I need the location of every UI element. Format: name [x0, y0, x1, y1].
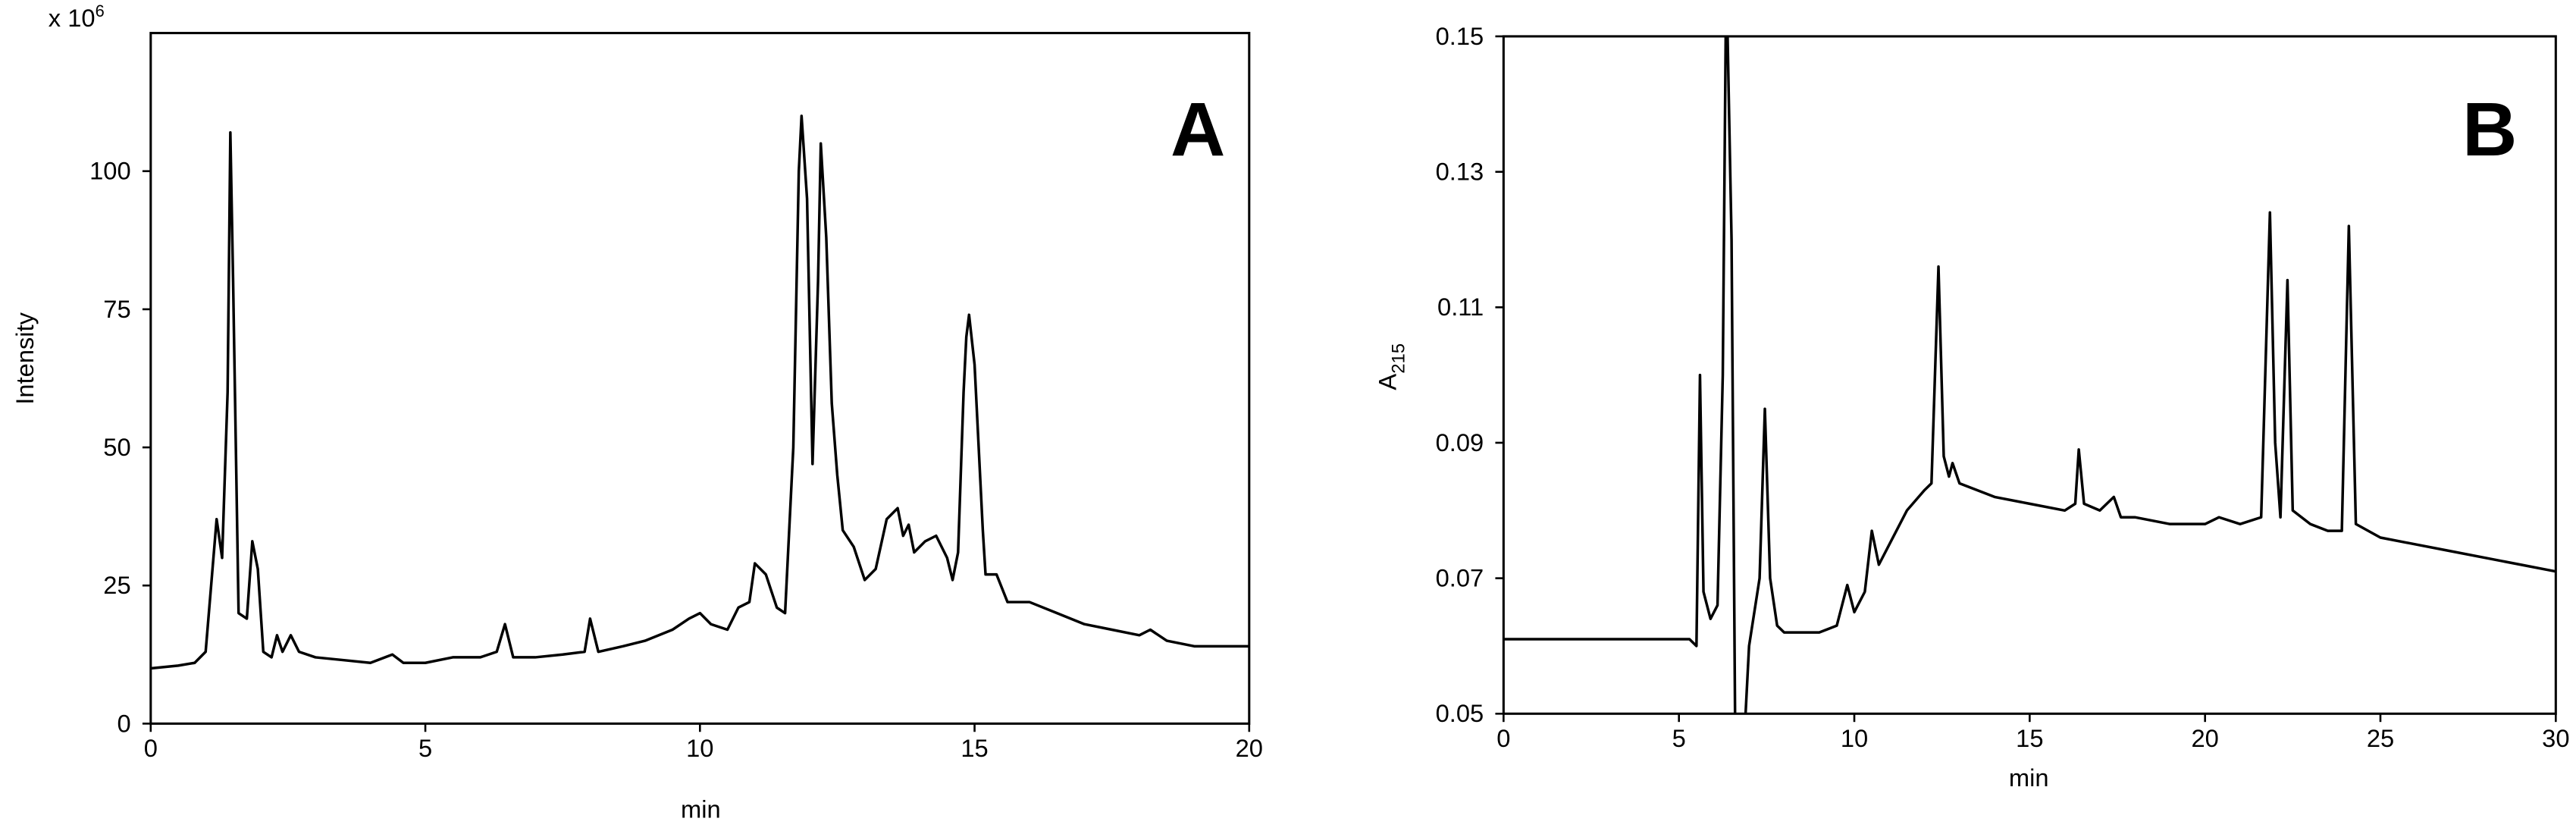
y-tick-label: 0.15 [1436, 22, 1484, 50]
x-tick-label: 0 [144, 734, 158, 762]
y-tick-label: 50 [103, 433, 130, 461]
trace [1503, 36, 2556, 714]
plot-frame [149, 32, 1251, 725]
x-tick-label: 0 [1496, 724, 1510, 752]
y-tick-label: 0.05 [1436, 699, 1484, 727]
y-tick-label: 0.11 [1437, 293, 1484, 321]
y-tick-label: 0.09 [1436, 428, 1484, 456]
plot-frame [1502, 35, 2557, 715]
x-tick-label: 20 [1236, 734, 1263, 762]
x-tick-label: 10 [1841, 724, 1868, 752]
y-tick-label: 0 [117, 709, 130, 737]
y-tick-label: 100 [89, 157, 131, 185]
x-tick-label: 25 [2367, 724, 2394, 752]
y-tick-label: 25 [103, 571, 130, 599]
x-tick-label: 10 [686, 734, 713, 762]
x-tick-label: 15 [961, 734, 988, 762]
x-axis-label: min [681, 795, 721, 823]
panel-label: A [1170, 87, 1225, 172]
x-tick-label: 5 [418, 734, 432, 762]
y-tick-label: 75 [103, 295, 130, 323]
y-axis-label: Intensity [11, 312, 39, 404]
x-axis-label: min [2009, 764, 2049, 792]
y-axis-label: A215 [1374, 343, 1409, 390]
x-tick-label: 15 [2016, 724, 2043, 752]
x-tick-label: 20 [2191, 724, 2218, 752]
x-tick-label: 5 [1672, 724, 1686, 752]
panel-label: B [2462, 87, 2517, 172]
trace [150, 114, 1249, 670]
y-tick-label: 0.13 [1436, 158, 1484, 186]
y-multiplier: x 106 [49, 2, 105, 32]
x-tick-label: 30 [2542, 724, 2569, 752]
y-tick-label: 0.07 [1436, 564, 1484, 592]
